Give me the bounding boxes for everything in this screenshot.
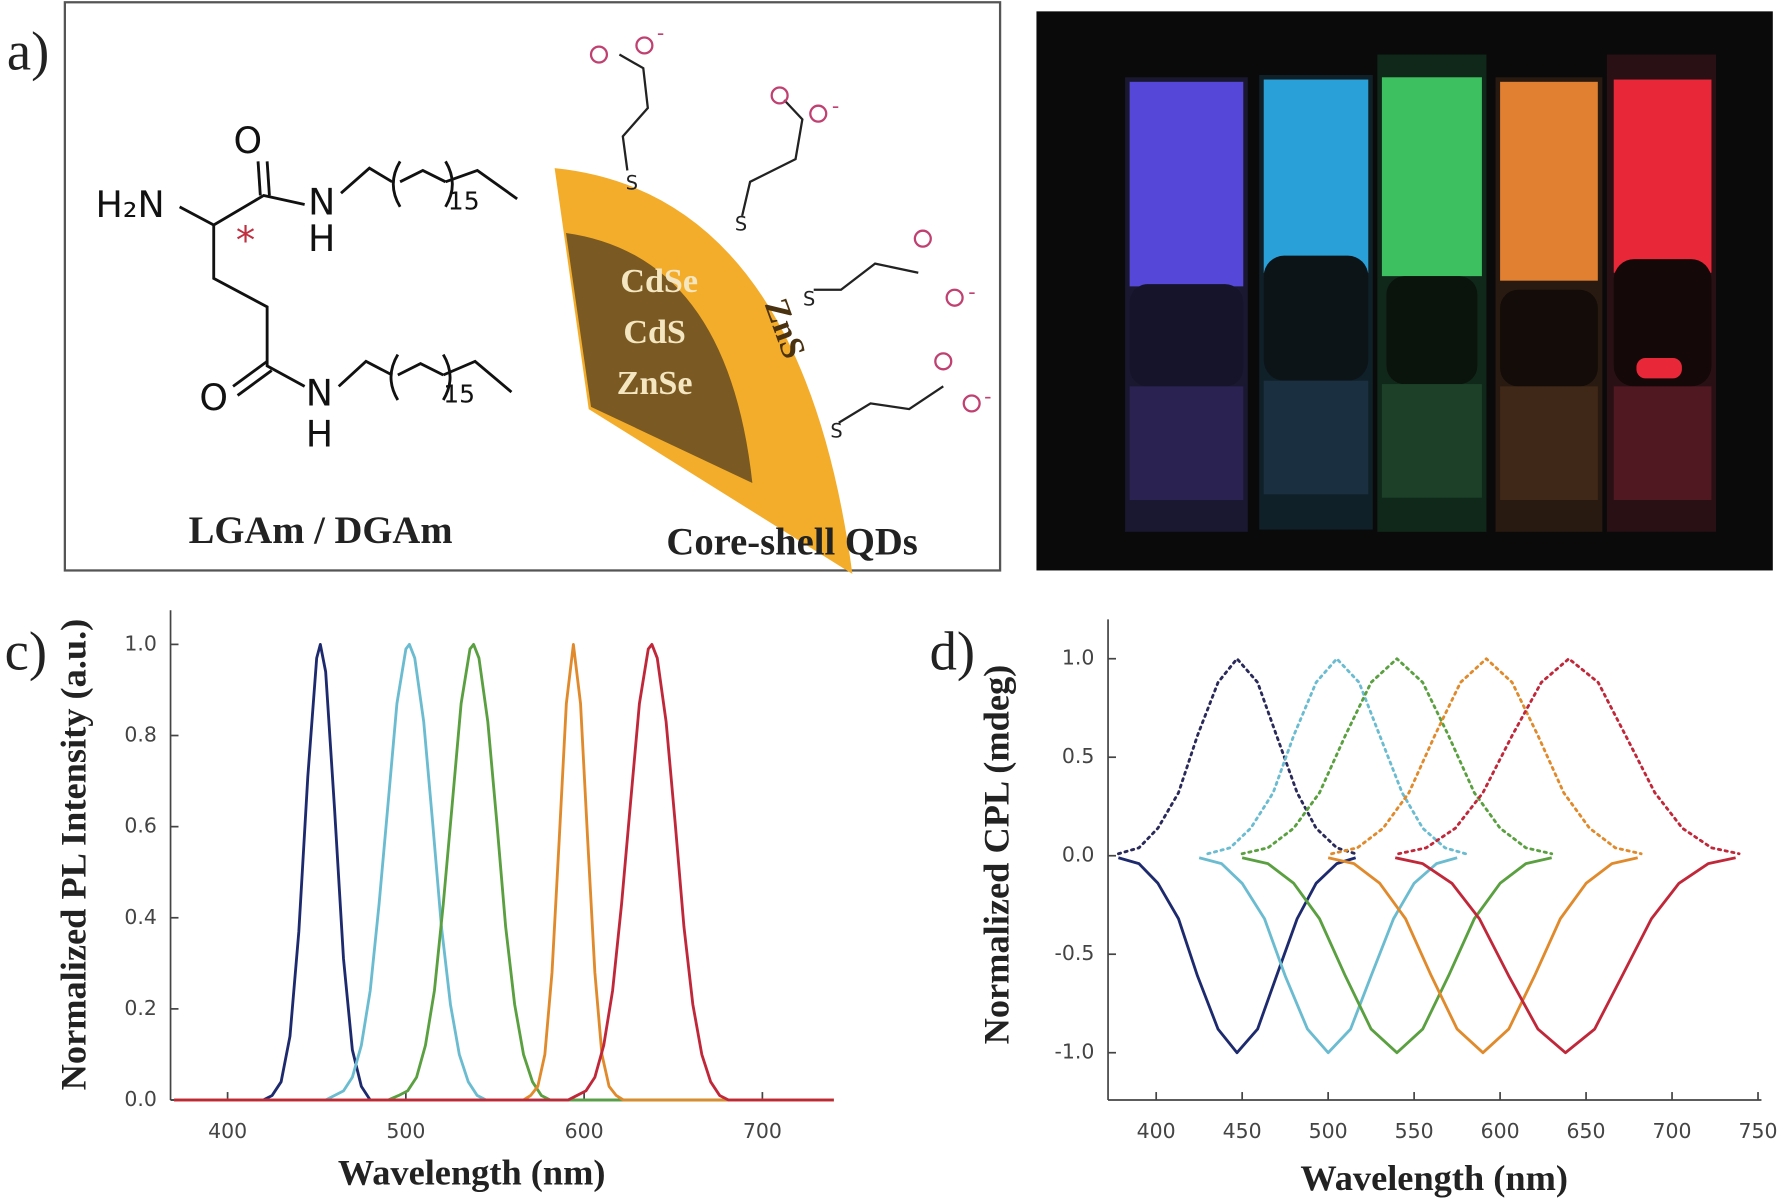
atom-label: H	[308, 217, 335, 260]
x-axis-label: Wavelength (nm)	[1300, 1158, 1568, 1198]
panel-label: c)	[5, 620, 47, 681]
molecule-bonds	[178, 160, 518, 401]
charge: -	[984, 385, 991, 409]
core-layer: CdSe	[620, 263, 698, 300]
charge: -	[968, 280, 975, 304]
cuvette	[1377, 54, 1487, 532]
x-tick-label: 600	[1481, 1119, 1520, 1143]
x-tick-label: 700	[743, 1119, 782, 1143]
carboxylates	[589, 36, 981, 413]
core-layer: CdS	[623, 314, 686, 351]
x-tick-label: 700	[1653, 1119, 1692, 1143]
cuvette	[1495, 77, 1603, 532]
series-line	[174, 643, 834, 1102]
x-tick-label: 400	[1137, 1119, 1176, 1143]
series-line	[1397, 657, 1741, 856]
x-tick-label: 500	[386, 1119, 425, 1143]
series-line	[1117, 856, 1357, 1055]
ligand-atom: S	[803, 288, 815, 311]
x-tick-label: 400	[208, 1119, 247, 1143]
cuvette	[1606, 54, 1716, 532]
y-tick-label: 0.6	[124, 814, 157, 838]
series-line	[1116, 657, 1358, 856]
panel-a: H₂N O N H O N H * 15 15 LGAm / DGAm CdSe…	[63, 1, 1002, 574]
series-line	[1240, 657, 1554, 856]
y-tick-label: 0.5	[1062, 744, 1095, 768]
ligands	[618, 53, 944, 424]
y-tick-label: -1.0	[1055, 1040, 1095, 1064]
charge: -	[832, 94, 839, 118]
x-axis-label: Wavelength (nm)	[338, 1152, 606, 1192]
y-tick-label: 0.2	[124, 996, 157, 1020]
caption: LGAm / DGAm	[189, 510, 453, 552]
ligand-atom: S	[626, 172, 638, 195]
qd-core	[566, 232, 753, 483]
series-line	[1330, 657, 1643, 856]
x-tick-label: 650	[1567, 1119, 1606, 1143]
series-line	[1206, 657, 1468, 856]
series-line	[1394, 856, 1736, 1055]
panel-label: d)	[930, 620, 975, 681]
atom-label: H	[306, 412, 333, 455]
y-tick-label: 0.4	[124, 905, 157, 929]
series-line	[174, 643, 834, 1102]
panel-b-photo	[1036, 11, 1773, 571]
series-line	[174, 643, 834, 1102]
y-axis-label: Normalized CPL (mdeg)	[976, 665, 1016, 1045]
x-tick-label: 550	[1395, 1119, 1434, 1143]
x-tick-label: 600	[565, 1119, 604, 1143]
series-line	[1327, 856, 1639, 1055]
x-tick-label: 500	[1309, 1119, 1348, 1143]
repeat-count: 15	[448, 186, 480, 215]
chirality-mark: *	[236, 219, 255, 264]
repeat-count: 15	[443, 379, 475, 408]
series-line	[1198, 856, 1458, 1055]
panel-label: a)	[7, 20, 49, 81]
y-axis-label: Normalized PL Intensity (a.u.)	[54, 619, 94, 1091]
series-line	[1241, 856, 1552, 1055]
atom-label: N	[308, 181, 335, 224]
atom-label: H₂N	[96, 183, 165, 226]
y-tick-label: 0.8	[124, 723, 157, 747]
x-tick-label: 450	[1223, 1119, 1262, 1143]
panel-frame	[63, 1, 1002, 572]
y-tick-label: 1.0	[124, 631, 157, 655]
cuvette	[1259, 75, 1373, 530]
y-tick-label: 0.0	[1062, 843, 1095, 867]
core-layer: ZnSe	[617, 365, 693, 402]
y-tick-label: -0.5	[1055, 941, 1095, 965]
cuvette	[1125, 77, 1248, 532]
atom-label: O	[199, 376, 228, 419]
y-tick-label: 0.0	[124, 1087, 157, 1111]
charge: -	[657, 21, 664, 45]
atom-label: O	[234, 119, 263, 162]
ligand-atom: S	[735, 213, 747, 236]
atom-label: N	[306, 371, 333, 414]
series-line	[174, 643, 834, 1102]
caption: Core-shell QDs	[666, 521, 917, 563]
x-tick-label: 750	[1739, 1119, 1778, 1143]
series-line	[174, 643, 834, 1102]
y-tick-label: 1.0	[1062, 646, 1095, 670]
ligand-atom: S	[830, 419, 842, 442]
